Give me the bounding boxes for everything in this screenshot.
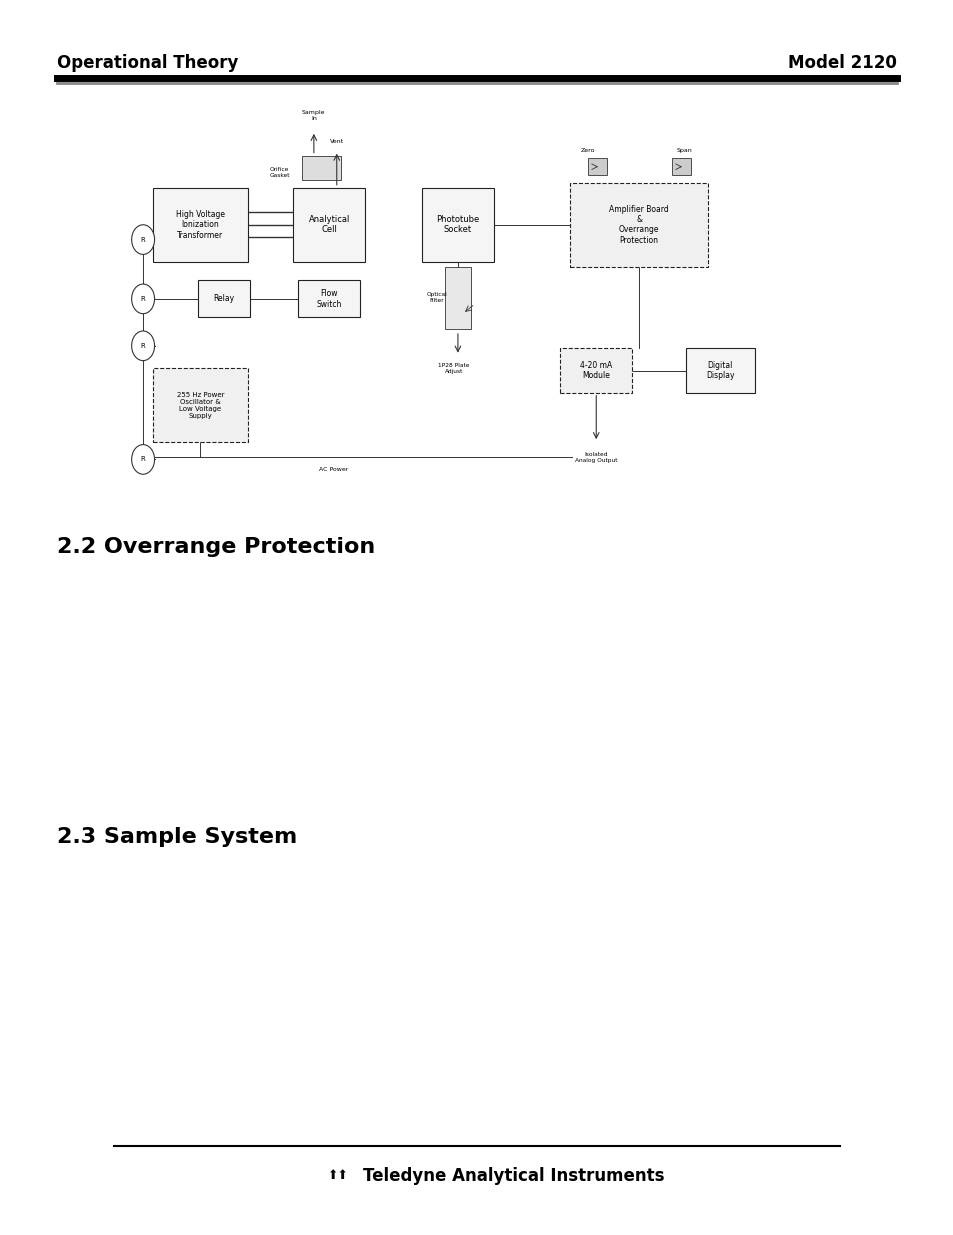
FancyBboxPatch shape — [297, 280, 359, 317]
Text: High Voltage
Ionization
Transformer: High Voltage Ionization Transformer — [175, 210, 225, 240]
Text: Isolated
Analog Output: Isolated Analog Output — [575, 452, 617, 463]
Text: Vent: Vent — [330, 140, 343, 144]
Text: Digital
Display: Digital Display — [705, 361, 734, 380]
FancyBboxPatch shape — [559, 348, 631, 393]
Circle shape — [132, 445, 154, 474]
Text: ⬆⬆: ⬆⬆ — [328, 1170, 349, 1182]
FancyBboxPatch shape — [421, 188, 493, 262]
Text: 1P28 Plate
Adjust: 1P28 Plate Adjust — [437, 363, 470, 374]
Text: Optical
Filter: Optical Filter — [426, 293, 447, 303]
FancyBboxPatch shape — [152, 368, 248, 442]
Circle shape — [132, 284, 154, 314]
FancyBboxPatch shape — [671, 158, 690, 175]
FancyBboxPatch shape — [302, 156, 340, 180]
FancyBboxPatch shape — [587, 158, 606, 175]
Text: Operational Theory: Operational Theory — [57, 53, 238, 72]
Text: 2.3 Sample System: 2.3 Sample System — [57, 827, 297, 847]
Text: R: R — [141, 457, 145, 462]
Text: Teledyne Analytical Instruments: Teledyne Analytical Instruments — [362, 1167, 663, 1184]
FancyBboxPatch shape — [294, 188, 364, 262]
FancyBboxPatch shape — [444, 267, 471, 329]
Text: 255 Hz Power
Oscillator &
Low Voltage
Supply: 255 Hz Power Oscillator & Low Voltage Su… — [176, 391, 224, 419]
Text: 4-20 mA
Module: 4-20 mA Module — [579, 361, 612, 380]
FancyBboxPatch shape — [152, 188, 248, 262]
Text: R: R — [141, 343, 145, 348]
FancyBboxPatch shape — [685, 348, 754, 393]
Text: Relay: Relay — [213, 294, 234, 304]
Text: Analytical
Cell: Analytical Cell — [308, 215, 350, 235]
Text: Zero: Zero — [580, 148, 595, 153]
FancyBboxPatch shape — [570, 183, 707, 267]
Text: Orifice
Gasket: Orifice Gasket — [269, 167, 290, 178]
Text: Flow
Switch: Flow Switch — [316, 289, 341, 309]
Text: Sample
In: Sample In — [302, 110, 325, 121]
Text: Amplifier Board
&
Overrange
Protection: Amplifier Board & Overrange Protection — [609, 205, 668, 245]
Circle shape — [132, 225, 154, 254]
Text: R: R — [141, 237, 145, 242]
Text: Span: Span — [676, 148, 692, 153]
FancyBboxPatch shape — [197, 280, 250, 317]
Circle shape — [132, 331, 154, 361]
Text: Phototube
Socket: Phototube Socket — [436, 215, 479, 235]
Text: 2.2 Overrange Protection: 2.2 Overrange Protection — [57, 537, 375, 557]
Text: AC Power: AC Power — [319, 467, 348, 472]
Text: R: R — [141, 296, 145, 301]
Text: Model 2120: Model 2120 — [787, 53, 896, 72]
